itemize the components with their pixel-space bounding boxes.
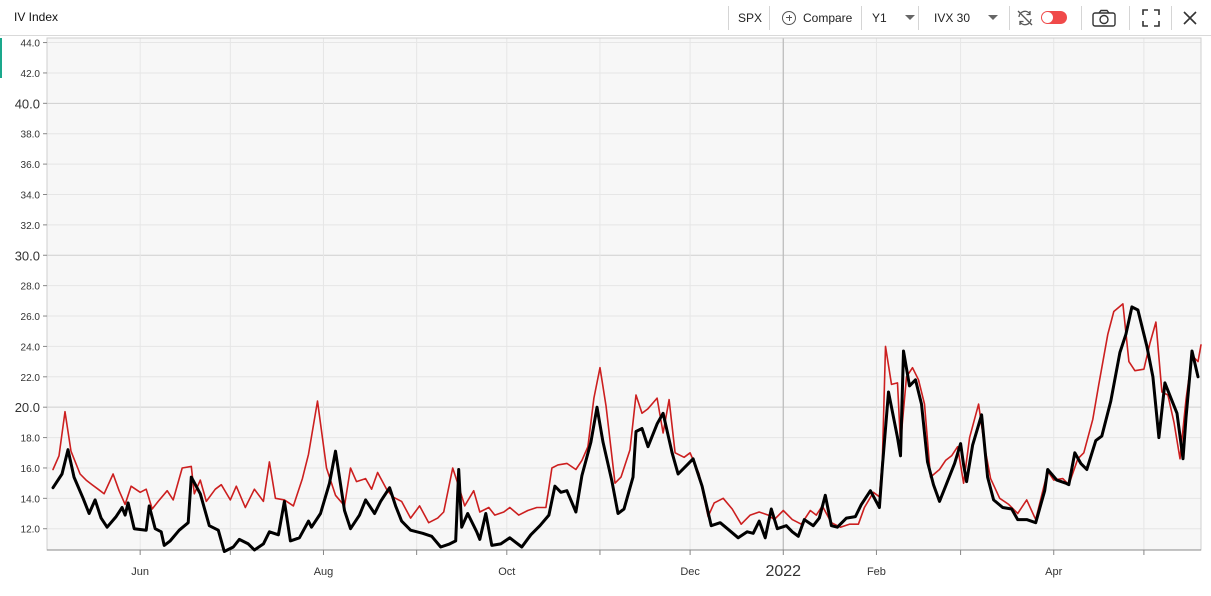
caret-down-icon — [904, 15, 915, 20]
chart-toolbar: IV Index SPX Compare Y1 IVX 30 — [0, 0, 1211, 36]
chart-area: 12.0 14.0 16.0 18.0 20.0 22.0 24.0 26.0 28.0 30.0… — [0, 36, 1211, 591]
y-tick-label: 22.0 — [21, 373, 41, 384]
x-tick-label: 2022 — [765, 563, 801, 580]
y-tick-label: 26.0 — [21, 312, 41, 323]
symbol-selector[interactable]: SPX — [738, 0, 762, 35]
x-tick-label: Aug — [314, 566, 334, 578]
sync-off-icon — [1017, 10, 1033, 25]
toolbar-divider — [728, 6, 729, 30]
toolbar-divider — [1081, 6, 1082, 30]
toggle-switch[interactable] — [1041, 11, 1067, 24]
plus-circle-icon — [782, 10, 796, 25]
toolbar-divider — [1171, 6, 1172, 30]
accent-marker — [0, 38, 2, 78]
y-tick-label: 38.0 — [21, 130, 41, 141]
y-tick-label: 42.0 — [21, 69, 41, 80]
x-tick-label: Jun — [131, 566, 149, 578]
compare-label: Compare — [803, 10, 853, 25]
measure-dropdown[interactable]: IVX 30 — [934, 0, 999, 35]
x-tick-label: Dec — [680, 566, 700, 578]
period-dropdown[interactable]: Y1 — [872, 0, 915, 35]
series-line-black — [51, 305, 1200, 553]
y-tick-label: 40.0 — [15, 96, 40, 111]
toolbar-divider — [1129, 6, 1130, 30]
camera-icon — [1092, 9, 1116, 27]
fullscreen-icon — [1142, 8, 1160, 27]
toolbar-divider — [918, 6, 919, 30]
y-tick-label: 24.0 — [21, 342, 41, 353]
y-tick-label: 34.0 — [21, 190, 41, 201]
series — [51, 303, 1202, 553]
x-tick-label: Apr — [1045, 566, 1062, 578]
sync-toggle[interactable] — [1016, 0, 1067, 35]
toolbar-divider — [1009, 6, 1010, 30]
period-label: Y1 — [872, 10, 887, 25]
plot-area — [47, 38, 1201, 550]
toolbar-divider — [769, 6, 770, 30]
x-tick-label: Feb — [867, 566, 886, 578]
screenshot-button[interactable] — [1092, 0, 1116, 35]
y-tick-label: 14.0 — [21, 494, 41, 505]
y-tick-label: 20.0 — [15, 400, 40, 415]
y-axis: 12.0 14.0 16.0 18.0 20.0 22.0 24.0 26.0 28.0 30.0… — [15, 39, 47, 536]
x-axis: Jun Aug Oct Dec 2022 Feb Apr — [47, 549, 1201, 580]
measure-label: IVX 30 — [934, 10, 971, 25]
x-tick-label: Oct — [498, 566, 515, 578]
y-tick-label: 12.0 — [21, 525, 41, 536]
line-chart: 12.0 14.0 16.0 18.0 20.0 22.0 24.0 26.0 28.0 30.0… — [0, 36, 1211, 591]
y-tick-label: 28.0 — [21, 282, 41, 293]
close-button[interactable] — [1182, 0, 1198, 35]
y-tick-label: 18.0 — [21, 434, 41, 445]
y-tick-label: 44.0 — [21, 39, 41, 50]
series-line-red — [52, 303, 1202, 528]
grid — [46, 37, 1202, 551]
y-tick-label: 30.0 — [15, 248, 40, 263]
toolbar-divider — [861, 6, 862, 30]
fullscreen-button[interactable] — [1142, 0, 1160, 35]
y-tick-label: 32.0 — [21, 221, 41, 232]
y-tick-label: 36.0 — [21, 160, 41, 171]
chart-title: IV Index — [14, 10, 59, 24]
caret-down-icon — [988, 15, 999, 20]
close-icon — [1183, 10, 1197, 25]
symbol-label: SPX — [738, 10, 763, 25]
compare-button[interactable]: Compare — [782, 0, 852, 35]
y-tick-label: 16.0 — [21, 464, 41, 475]
